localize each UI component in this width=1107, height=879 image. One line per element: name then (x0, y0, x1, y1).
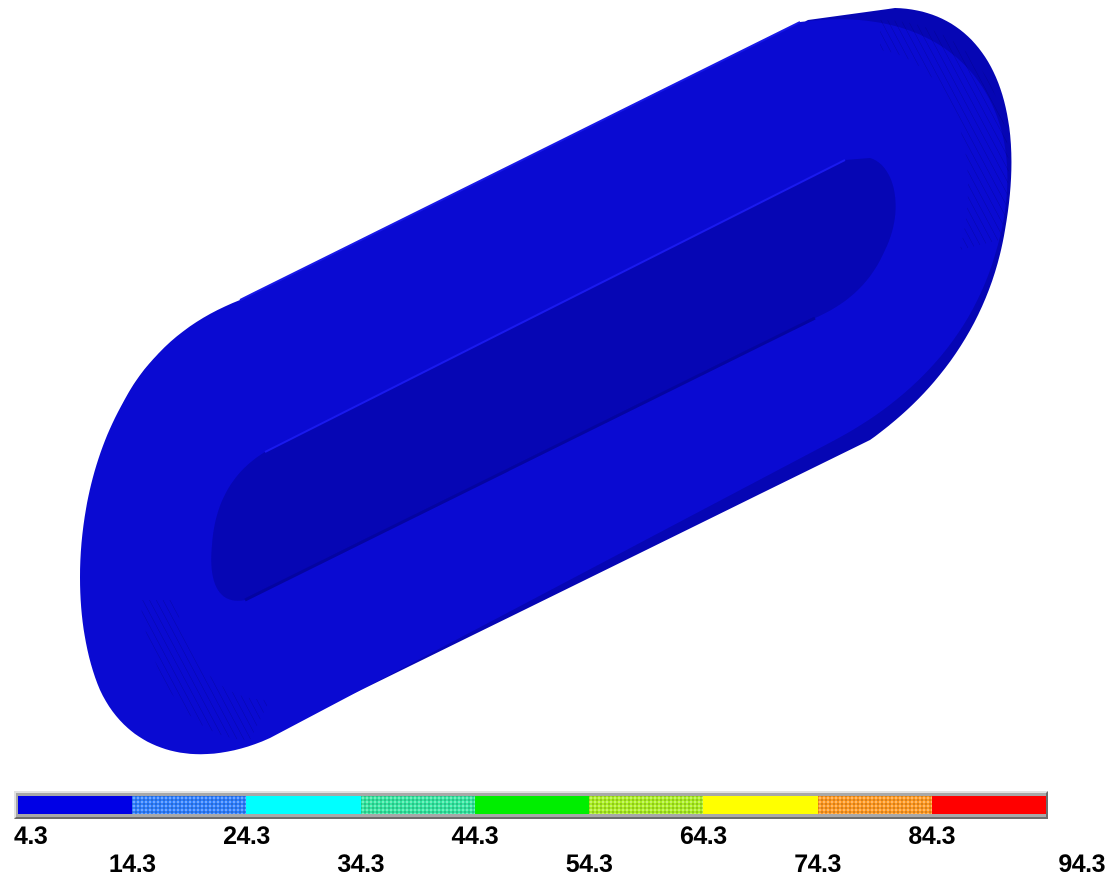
legend-swatch (817, 796, 932, 814)
legend-swatch (132, 796, 247, 814)
legend-swatch (703, 796, 818, 814)
legend-tick-label: 64.3 (679, 822, 727, 850)
legend-tick-label: 4.3 (14, 822, 48, 850)
legend-swatch (18, 796, 133, 814)
coil-end-turn-windings-left (140, 600, 270, 740)
legend-tick-label: 54.3 (565, 850, 613, 878)
legend-tick-label: 94.3 (1058, 850, 1105, 878)
legend-swatch (246, 796, 361, 814)
legend-tick-label: 74.3 (794, 850, 841, 878)
slot-inner-edge (244, 316, 816, 602)
legend-swatch (589, 796, 704, 814)
legend-swatch (931, 796, 1046, 814)
legend-tick-label: 24.3 (223, 822, 270, 850)
coil-end-turn-windings-right (880, 20, 1009, 250)
legend-swatch (360, 796, 475, 814)
slot-inner-edge-top (264, 159, 846, 453)
color-legend: 4.3 14.3 24.3 34.3 44.3 54.3 64.3 74.3 84.3 94.3 (0, 780, 1107, 879)
model-viewport (80, 8, 1012, 755)
legend-tick-label: 44.3 (451, 822, 499, 850)
legend-tick-label: 14.3 (108, 850, 156, 878)
legend-tick-label: 84.3 (908, 822, 956, 850)
coil-body (80, 19, 1008, 755)
legend-tick-label: 34.3 (337, 850, 384, 878)
legend-color-bar (18, 796, 1046, 814)
legend-swatch (474, 796, 590, 814)
coil-top-edge (239, 21, 801, 301)
